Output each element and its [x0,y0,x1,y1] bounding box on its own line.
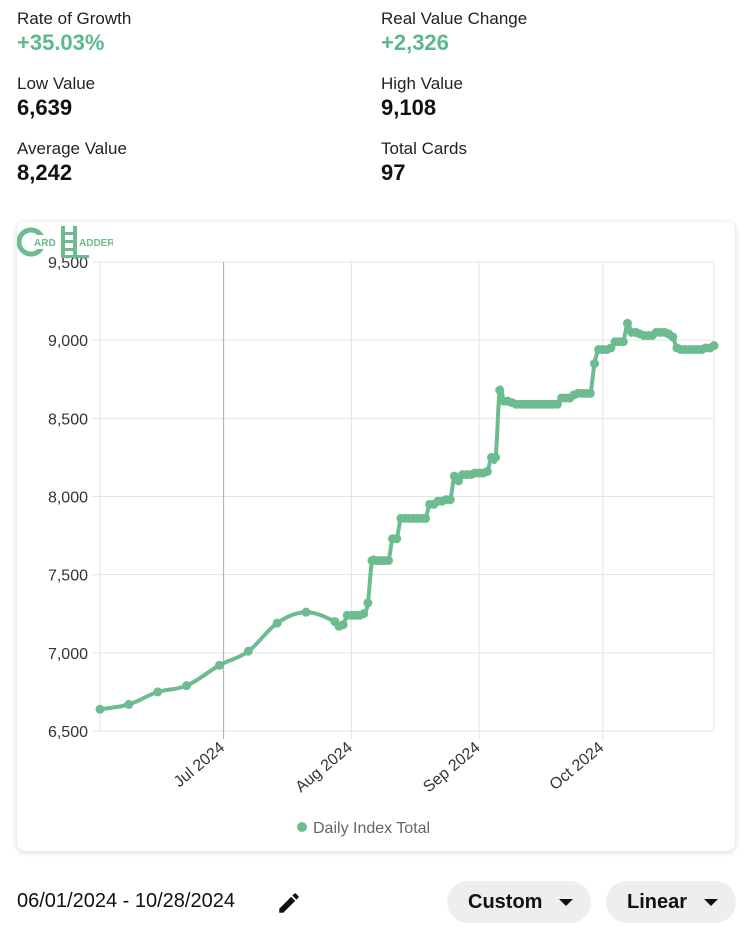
data-point [495,385,505,395]
date-range-text[interactable]: 06/01/2024 - 10/28/2024 [17,890,235,912]
data-point [589,359,599,369]
data-point [618,337,628,347]
legend-marker [297,822,307,832]
stat-real-value-change: Real Value Change +2,326 [381,8,721,56]
data-point [338,620,348,630]
data-point [243,646,253,656]
data-point [668,332,678,342]
stat-value: 97 [381,160,406,185]
chevron-down-icon [559,899,573,906]
x-tick-label: Sep 2024 [420,739,483,796]
data-point [622,318,632,328]
data-point [383,556,393,566]
data-point [153,687,163,697]
y-tick-label: 7,500 [48,568,88,585]
data-point [272,618,282,628]
stat-value: +35.03% [17,30,105,55]
data-point [421,513,431,523]
data-point [215,660,225,670]
y-tick-label: 8,500 [48,411,88,428]
y-tick-label: 6,500 [48,724,88,741]
stat-label: Total Cards [381,139,467,158]
data-point [585,388,595,398]
data-point [124,699,134,709]
stat-label: Real Value Change [381,9,528,28]
grid-lines [99,261,715,739]
stat-average-value: Average Value 8,242 [17,138,357,186]
pencil-icon[interactable] [276,890,302,916]
stat-value: +2,326 [381,30,449,55]
stat-label: Rate of Growth [17,9,132,28]
scale-select-label: Linear [627,890,688,913]
stat-label: Low Value [17,74,96,93]
chart-card: 9,500 9,000 8,500 8,000 7,500 7,000 6,500 Jul … [17,222,735,851]
data-point [182,681,192,691]
x-axis: Jul 2024 Aug 2024 Sep 2024 Oct 2024 [171,739,607,796]
range-select[interactable]: Custom [447,881,591,923]
stat-label: Average Value [17,139,127,158]
stat-rate-of-growth: Rate of Growth +35.03% [17,8,357,56]
stat-value: 9,108 [381,95,437,120]
data-point [445,495,455,505]
logo-text-ladder: ADDER [79,238,113,249]
y-tick-label: 9,000 [48,333,88,350]
x-tick-label: Oct 2024 [547,739,608,794]
stat-label: High Value [381,74,463,93]
x-tick-label: Aug 2024 [293,739,356,796]
y-axis: 9,500 9,000 8,500 8,000 7,500 7,000 6,500 [48,255,100,741]
stat-high-value: High Value 9,108 [381,73,721,121]
legend-label: Daily Index Total [313,820,430,837]
scale-select[interactable]: Linear [606,881,736,923]
data-point [482,466,492,476]
data-point [363,598,373,608]
range-select-label: Custom [468,890,543,913]
y-tick-label: 9,500 [48,255,88,272]
y-tick-label: 8,000 [48,490,88,507]
footer-controls: 06/01/2024 - 10/28/2024 Custom Linear [0,880,750,928]
stat-value: 8,242 [17,160,73,185]
data-point [301,607,311,617]
stat-total-cards: Total Cards 97 [381,138,721,186]
data-point [392,534,402,544]
data-point [709,341,719,351]
legend[interactable]: Daily Index Total [297,820,430,837]
chevron-down-icon [704,899,718,906]
stat-low-value: Low Value 6,639 [17,73,357,121]
data-points [95,318,719,714]
stat-value: 6,639 [17,95,73,120]
y-tick-label: 7,000 [48,646,88,663]
logo-text-card: ARD [34,238,56,249]
data-point [359,609,369,619]
card-ladder-logo-icon: ARD ADDER [17,226,113,258]
x-tick-label: Jul 2024 [171,739,228,791]
line-chart[interactable]: 9,500 9,000 8,500 8,000 7,500 7,000 6,500 Jul … [17,222,735,851]
data-point [95,704,105,714]
data-point [491,452,501,462]
